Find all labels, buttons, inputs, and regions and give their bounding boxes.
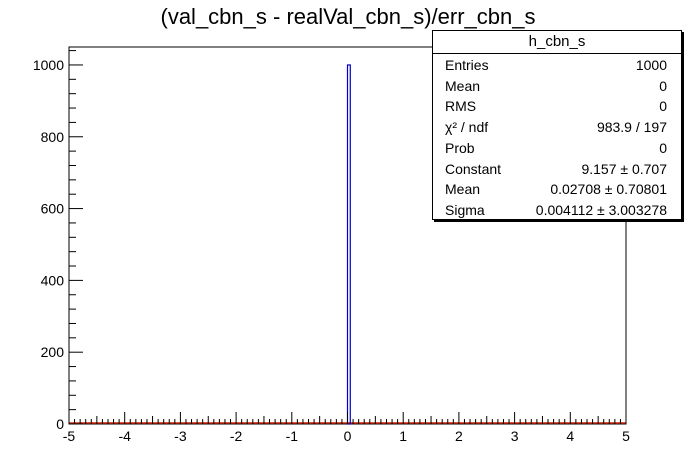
x-tick-label: -1 [286,428,299,444]
stats-row-value: 0 [659,98,667,115]
y-tick-label: 800 [41,129,65,145]
stats-row-label: χ² / ndf [445,119,489,136]
x-tick-label: 2 [455,428,463,444]
stats-row: Prob 0 [433,138,681,158]
x-tick-label: -4 [118,428,131,444]
y-tick-label: 600 [41,201,65,217]
x-tick-label: -5 [63,428,76,444]
stats-row: Constant 9.157 ± 0.707 [433,159,681,179]
stats-row-label: Constant [445,160,502,177]
stats-row-label: Entries [445,57,489,73]
stats-row-value: 1000 [635,57,667,73]
stats-box: h_cbn_s Entries 1000 Mean 0 RMS 0 χ² / ndf 983.… [432,30,682,220]
stats-row-label: Prob [445,139,475,156]
x-tick-label: -2 [230,428,243,444]
y-tick-label: 200 [41,344,65,360]
x-tick-label: 3 [511,428,519,444]
histogram-bin [346,64,351,425]
x-tick-label: 4 [566,428,574,444]
stats-row-value: 0.004112 ± 3.003278 [535,201,667,218]
stats-box-title: h_cbn_s [433,31,681,54]
y-tick-label: 1000 [33,57,64,73]
stats-row-value: 9.157 ± 0.707 [581,160,667,177]
stats-row: χ² / ndf 983.9 / 197 [433,117,681,137]
chart-title: (val_cbn_s - realVal_cbn_s)/err_cbn_s [160,4,536,29]
stats-row-value: 0 [659,77,667,94]
stats-row: Entries 1000 [433,55,681,75]
stats-row-value: 0 [659,139,667,156]
y-tick-label: 400 [41,272,65,288]
stats-row: Sigma 0.004112 ± 3.003278 [433,200,681,220]
stats-row-label: RMS [445,98,477,115]
stats-row: Mean 0 [433,76,681,96]
x-tick-label: 0 [344,428,352,444]
stats-row-value: 983.9 / 197 [596,119,667,136]
stats-row: RMS 0 [433,96,681,116]
stats-row: Mean 0.02708 ± 0.70801 [433,179,681,199]
y-tick-label: 0 [56,416,64,432]
stats-row-value: 0.02708 ± 0.70801 [550,181,667,198]
x-tick-label: -3 [174,428,187,444]
stats-row-label: Mean [445,181,481,198]
x-tick-label: 1 [399,428,407,444]
x-tick-label: 5 [622,428,630,444]
stats-row-label: Sigma [445,201,485,218]
stats-row-label: Mean [445,77,481,94]
